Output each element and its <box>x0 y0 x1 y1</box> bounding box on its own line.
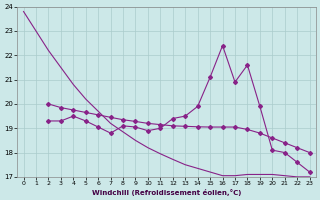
X-axis label: Windchill (Refroidissement éolien,°C): Windchill (Refroidissement éolien,°C) <box>92 189 241 196</box>
